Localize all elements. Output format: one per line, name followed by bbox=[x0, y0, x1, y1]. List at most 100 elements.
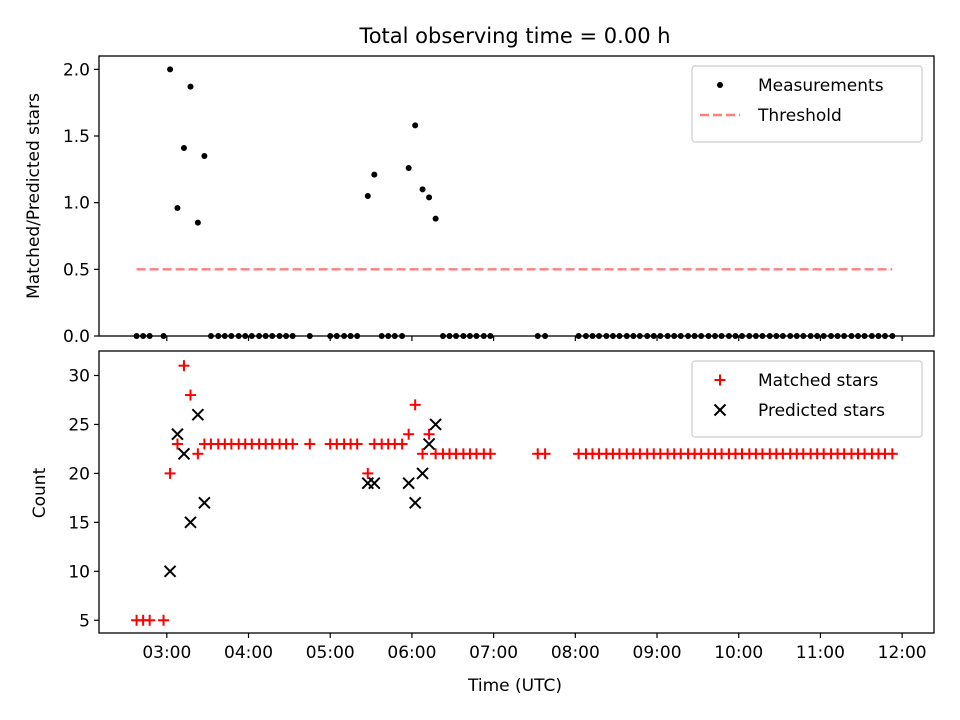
x-tick-label: 10:00 bbox=[714, 643, 763, 663]
data-point bbox=[184, 516, 197, 529]
data-point bbox=[248, 333, 255, 339]
axes-frame bbox=[98, 55, 935, 337]
data-point bbox=[221, 333, 228, 339]
data-point bbox=[408, 496, 422, 509]
data-point bbox=[198, 496, 211, 509]
y-tick-label: 0.0 bbox=[63, 327, 90, 347]
data-point-stroke bbox=[713, 403, 727, 417]
data-point bbox=[766, 333, 773, 339]
data-point bbox=[875, 333, 882, 339]
data-point bbox=[759, 333, 766, 339]
data-point bbox=[228, 333, 235, 339]
legend-label: Matched stars bbox=[758, 371, 878, 391]
data-point bbox=[820, 333, 827, 339]
data-point bbox=[575, 333, 582, 339]
data-point bbox=[215, 333, 222, 339]
x-tick-label: 12:00 bbox=[878, 643, 927, 663]
y-tick-label: 0.5 bbox=[63, 260, 90, 280]
data-point-stroke bbox=[368, 476, 381, 490]
bottom-panel: 03:00 04:00 05:00 06:00 07:00 08:00 09:00 10:00… bbox=[68, 350, 935, 663]
data-point bbox=[185, 389, 197, 401]
data-point bbox=[416, 467, 429, 480]
data-point bbox=[262, 333, 269, 339]
legend-label: Measurements bbox=[758, 76, 884, 96]
data-point bbox=[304, 438, 316, 450]
data-point bbox=[886, 448, 898, 460]
data-point bbox=[712, 333, 719, 339]
data-point bbox=[705, 333, 712, 339]
data-point bbox=[405, 165, 412, 171]
data-point bbox=[732, 333, 739, 339]
data-point bbox=[354, 333, 361, 339]
data-point bbox=[609, 333, 616, 339]
y-tick-label: 15 bbox=[68, 513, 90, 533]
data-point bbox=[814, 333, 821, 339]
data-point bbox=[306, 333, 313, 339]
data-point bbox=[671, 333, 678, 339]
data-point bbox=[194, 219, 201, 226]
data-point bbox=[144, 614, 156, 626]
data-point bbox=[362, 467, 374, 479]
data-point bbox=[473, 333, 480, 339]
y-tick-label: 30 bbox=[68, 366, 90, 386]
data-point bbox=[368, 476, 381, 490]
data-point bbox=[333, 333, 340, 339]
legend-item: Threshold bbox=[700, 106, 842, 126]
legend-label: Threshold bbox=[757, 106, 842, 126]
data-point bbox=[432, 215, 439, 222]
y-tick-label: 25 bbox=[68, 415, 90, 435]
x-axis-label: Time (UTC) bbox=[467, 676, 562, 696]
data-point bbox=[636, 333, 643, 339]
data-point bbox=[371, 171, 378, 178]
data-point bbox=[192, 448, 204, 460]
data-point bbox=[378, 333, 385, 339]
legend-item: Measurements bbox=[717, 76, 884, 96]
data-point bbox=[848, 333, 855, 339]
x-tick-label: 08:00 bbox=[551, 643, 600, 663]
data-point bbox=[158, 614, 170, 626]
data-point bbox=[787, 333, 794, 339]
data-point bbox=[889, 333, 896, 339]
data-point bbox=[163, 565, 177, 578]
data-point bbox=[773, 333, 780, 339]
data-point bbox=[746, 333, 753, 339]
data-point-stroke bbox=[422, 437, 436, 451]
data-point bbox=[140, 333, 147, 339]
data-point bbox=[396, 438, 408, 450]
data-point-stroke bbox=[416, 467, 429, 480]
data-point bbox=[453, 333, 460, 339]
top-panel: 0.0 0.5 1.0 1.5 2.0 Measurements Threshold bbox=[63, 55, 935, 347]
data-point bbox=[364, 193, 371, 199]
y-tick-label: 10 bbox=[68, 562, 90, 582]
data-point bbox=[283, 333, 290, 339]
bottom-y-axis-label: Count bbox=[30, 467, 50, 518]
data-point bbox=[698, 333, 705, 339]
data-point bbox=[174, 205, 181, 211]
data-point bbox=[861, 333, 868, 339]
data-point bbox=[235, 333, 242, 339]
data-point bbox=[677, 333, 684, 339]
data-point bbox=[542, 333, 549, 339]
data-point bbox=[426, 194, 433, 201]
data-point-stroke bbox=[171, 428, 184, 441]
chart-title: Total observing time = 0.00 h bbox=[358, 24, 670, 48]
data-point bbox=[539, 448, 551, 460]
data-point bbox=[269, 333, 276, 339]
data-point bbox=[623, 333, 630, 339]
data-point bbox=[714, 374, 726, 386]
data-point bbox=[484, 448, 496, 460]
data-point bbox=[417, 448, 429, 460]
data-point bbox=[419, 186, 426, 193]
data-point bbox=[855, 333, 862, 339]
x-tick-label: 09:00 bbox=[633, 643, 682, 663]
data-point bbox=[276, 333, 283, 339]
data-point bbox=[191, 408, 205, 421]
data-point bbox=[657, 333, 664, 339]
data-point bbox=[167, 66, 174, 73]
legend: Measurements Threshold bbox=[691, 65, 923, 143]
data-point-stroke bbox=[191, 408, 205, 421]
series bbox=[131, 360, 898, 626]
data-point bbox=[644, 333, 651, 339]
